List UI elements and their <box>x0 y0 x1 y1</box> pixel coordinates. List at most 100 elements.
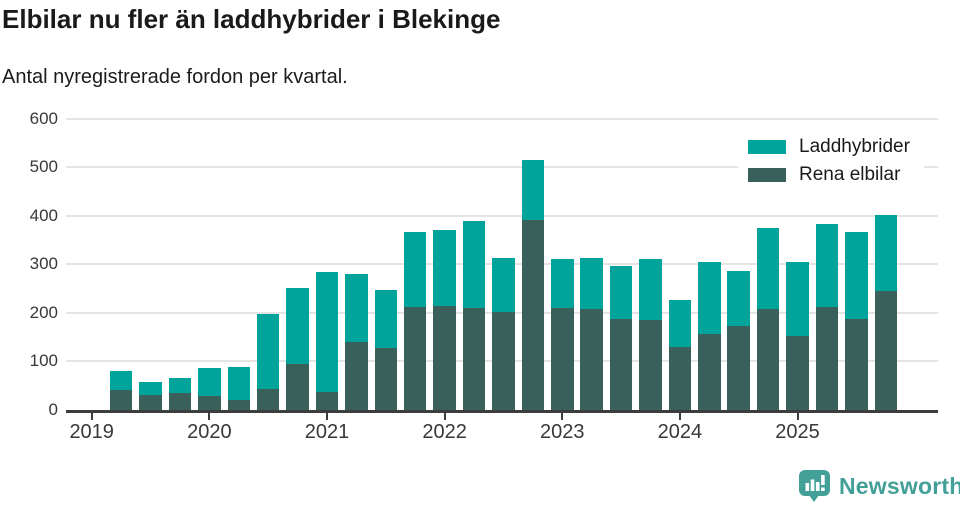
bar-2020-q1 <box>198 367 221 410</box>
segment-rena-elbilar <box>786 336 809 410</box>
bar-2021-q2 <box>345 273 368 410</box>
newsworthy-brand-text: Newsworthy <box>839 472 960 499</box>
segment-laddhybrider <box>403 231 427 308</box>
x-axis-label-2025: 2025 <box>775 421 820 443</box>
bar-2022-q4 <box>521 160 545 410</box>
gridline-500 <box>66 166 938 169</box>
bar-2019-q4 <box>168 378 192 410</box>
segment-rena-elbilar <box>374 348 398 410</box>
segment-laddhybrider <box>580 257 603 309</box>
segment-rena-elbilar <box>609 318 633 410</box>
segment-laddhybrider <box>345 273 368 342</box>
segment-rena-elbilar <box>668 346 692 410</box>
bar-2024-q3 <box>727 271 750 410</box>
bar-2022-q1 <box>433 229 456 410</box>
newsworthy-logo-icon <box>799 470 830 502</box>
legend-label-laddhybrider: Laddhybrider <box>799 135 910 157</box>
segment-laddhybrider <box>815 223 839 307</box>
x-axis-tick-2019 <box>90 412 93 420</box>
segment-rena-elbilar <box>345 341 368 410</box>
segment-rena-elbilar <box>198 396 221 410</box>
segment-rena-elbilar <box>874 290 898 410</box>
segment-laddhybrider <box>786 262 809 337</box>
segment-rena-elbilar <box>639 319 662 410</box>
y-axis-label-500: 500 <box>29 157 58 177</box>
bar-2023-q3 <box>609 265 633 410</box>
bar-2025-q3 <box>845 232 868 410</box>
y-axis-label-200: 200 <box>29 302 58 322</box>
segment-laddhybrider <box>374 290 398 349</box>
y-axis-label-600: 600 <box>29 108 58 128</box>
legend-swatch-rena-elbilar <box>748 167 786 182</box>
segment-laddhybrider <box>756 228 780 309</box>
segment-rena-elbilar <box>462 308 486 410</box>
segment-rena-elbilar <box>756 309 780 410</box>
legend-swatch-laddhybrider <box>748 139 786 154</box>
legend-item-rena-elbilar: Rena elbilar <box>748 163 910 185</box>
bar-2025-q1 <box>786 262 809 410</box>
x-axis-tick-2025 <box>796 412 799 420</box>
segment-rena-elbilar <box>315 391 339 410</box>
x-axis-tick-2021 <box>325 412 328 420</box>
y-axis-label-400: 400 <box>29 205 58 225</box>
bar-2023-q4 <box>639 259 662 410</box>
bar-2020-q2 <box>227 367 250 410</box>
x-axis-label-2021: 2021 <box>304 421 350 443</box>
y-axis-label-300: 300 <box>29 254 58 274</box>
x-axis-label-2019: 2019 <box>69 421 114 443</box>
footer-branding: Newsworthy <box>798 469 960 503</box>
segment-rena-elbilar <box>403 307 427 410</box>
chart-subtitle: Antal nyregistrerade fordon per kvartal. <box>2 66 348 88</box>
segment-laddhybrider <box>492 257 515 312</box>
segment-laddhybrider <box>698 261 721 335</box>
x-axis-tick-2023 <box>561 412 564 420</box>
segment-rena-elbilar <box>109 389 133 410</box>
gridline-400 <box>66 214 938 217</box>
segment-laddhybrider <box>668 299 692 347</box>
segment-laddhybrider <box>551 259 574 309</box>
x-axis-label-2023: 2023 <box>540 421 585 443</box>
x-axis-tick-2024 <box>678 412 681 420</box>
segment-laddhybrider <box>256 313 280 390</box>
bar-2025-q4 <box>874 214 898 410</box>
segment-rena-elbilar <box>698 334 721 410</box>
gridline-600 <box>66 117 938 120</box>
segment-laddhybrider <box>727 271 750 327</box>
y-axis-label-100: 100 <box>29 351 58 371</box>
bar-2021-q4 <box>403 231 427 410</box>
bar-2024-q2 <box>698 261 721 410</box>
segment-laddhybrider <box>639 259 662 320</box>
bar-2023-q2 <box>580 257 603 410</box>
segment-laddhybrider <box>874 214 898 291</box>
segment-laddhybrider <box>609 265 633 319</box>
legend-item-laddhybrider: Laddhybrider <box>748 135 910 157</box>
segment-laddhybrider <box>286 288 309 365</box>
segment-rena-elbilar <box>433 306 456 410</box>
segment-laddhybrider <box>315 272 339 392</box>
segment-laddhybrider <box>139 382 162 396</box>
bar-2022-q2 <box>462 221 486 410</box>
segment-laddhybrider <box>109 371 133 390</box>
legend: Laddhybrider Rena elbilar <box>738 132 924 195</box>
segment-rena-elbilar <box>139 395 162 410</box>
x-axis-line <box>66 409 938 413</box>
x-axis-label-2024: 2024 <box>657 421 703 443</box>
x-axis-tick-2022 <box>443 412 446 420</box>
bar-2022-q3 <box>492 257 515 410</box>
bar-2023-q1 <box>551 259 574 410</box>
segment-rena-elbilar <box>521 219 545 410</box>
segment-rena-elbilar <box>492 311 515 410</box>
bar-2024-q4 <box>756 228 780 410</box>
segment-laddhybrider <box>845 232 868 320</box>
legend-label-rena-elbilar: Rena elbilar <box>799 163 901 185</box>
bar-2021-q1 <box>315 272 339 410</box>
bar-2025-q2 <box>815 223 839 410</box>
bar-2021-q3 <box>374 290 398 410</box>
segment-laddhybrider <box>462 221 486 309</box>
segment-rena-elbilar <box>256 389 280 410</box>
bar-2024-q1 <box>668 299 692 410</box>
x-axis-tick-2020 <box>208 412 211 420</box>
segment-laddhybrider <box>168 378 192 394</box>
segment-rena-elbilar <box>227 400 250 410</box>
